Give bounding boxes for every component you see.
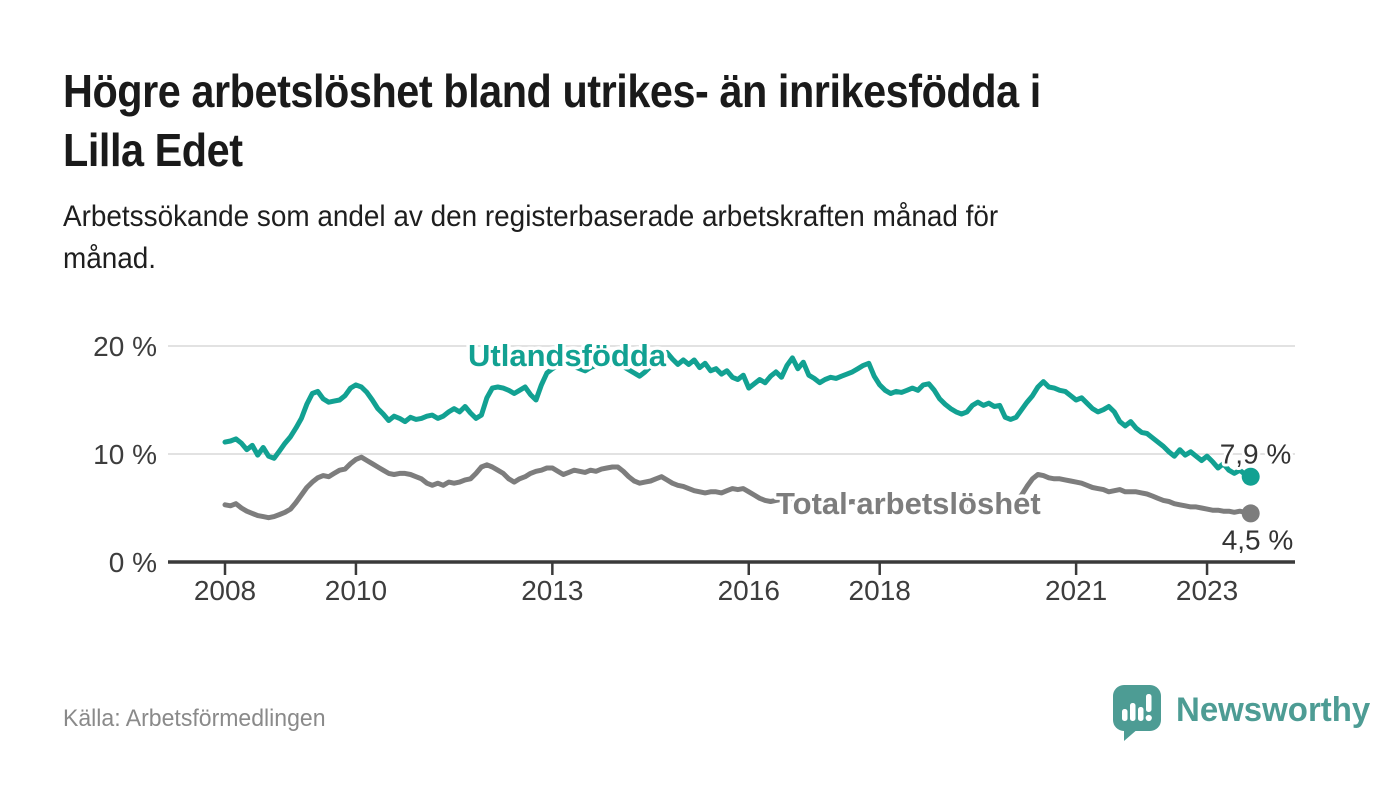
x-tick-label-2013: 2013 <box>521 575 583 606</box>
x-tick-label-2016: 2016 <box>718 575 780 606</box>
chart-title: Högre arbetslöshet bland utrikes- än inr… <box>63 62 1041 180</box>
newsworthy-logo-icon <box>1113 685 1161 741</box>
x-tick-label-2023: 2023 <box>1176 575 1238 606</box>
series-line-1 <box>222 454 1254 521</box>
series-end-dot-1 <box>1241 504 1260 523</box>
series-end-value-label-1: 4,5 % <box>1222 524 1294 555</box>
y-tick-label-10: 10 % <box>93 439 157 470</box>
x-tick-label-2010: 2010 <box>325 575 387 606</box>
series-label-1: Total arbetslöshet <box>776 486 1041 521</box>
y-tick-label-20: 20 % <box>93 331 157 362</box>
chart-title-line-2: Lilla Edet <box>63 124 243 176</box>
x-tick-label-2018: 2018 <box>849 575 911 606</box>
series-line-0 <box>222 350 1254 480</box>
source-note: Källa: Arbetsförmedlingen <box>63 705 326 732</box>
series-end-dot-0 <box>1241 467 1260 486</box>
x-tick-label-2008: 2008 <box>194 575 256 606</box>
y-tick-label-0: 0 % <box>109 547 157 578</box>
chart-subtitle-line-2: månad. <box>63 242 157 275</box>
newsworthy-logo-text: Newsworthy <box>1176 691 1371 729</box>
series-label-0: Utlandsfödda <box>468 338 667 373</box>
x-tick-label-2021: 2021 <box>1045 575 1107 606</box>
newsworthy-brand: Newsworthy <box>1112 684 1376 742</box>
chart-title-line-1: Högre arbetslöshet bland utrikes- än inr… <box>63 65 1041 117</box>
chart-subtitle: Arbetssökande som andel av den registerb… <box>63 196 998 280</box>
chart-subtitle-line-1: Arbetssökande som andel av den registerb… <box>63 200 999 233</box>
series-end-value-label-0: 7,9 % <box>1220 439 1292 470</box>
